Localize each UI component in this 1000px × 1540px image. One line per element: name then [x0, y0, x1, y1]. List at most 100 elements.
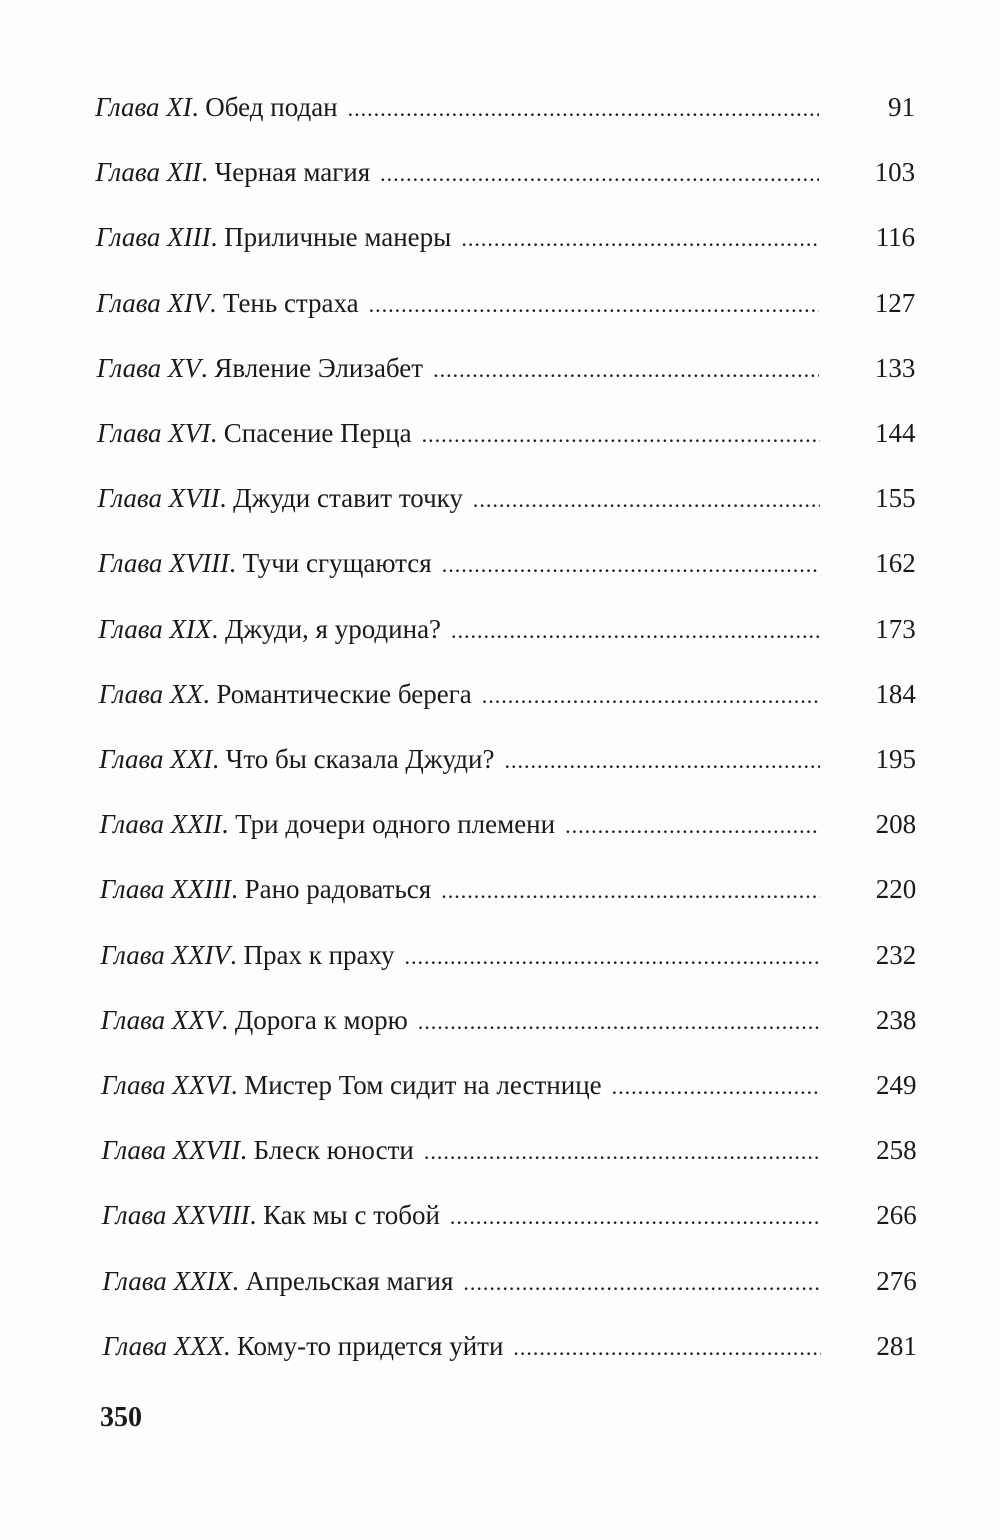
chapter-number: Глава XIII: [95, 222, 211, 253]
toc-entry: Глава XI. Обед подан 91: [95, 92, 915, 128]
entry-label: Глава XVI. Спасение Перца: [97, 418, 412, 448]
chapter-title: Прах к праху: [243, 939, 395, 970]
toc-entry: Глава XXVII. Блеск юности 258: [101, 1135, 916, 1171]
dot-leader: [461, 226, 819, 252]
chapter-page: 103: [874, 157, 916, 188]
dot-leader: [348, 96, 819, 122]
chapter-number: Глава XVI: [97, 418, 211, 448]
dot-leader: [504, 748, 820, 774]
dot-leader: [422, 422, 820, 448]
chapter-page: 184: [875, 678, 916, 709]
chapter-page: 249: [876, 1070, 917, 1100]
entry-label: Глава XXVI. Мистер Том сидит на лестнице: [101, 1070, 602, 1100]
chapter-title: Романтические берега: [216, 678, 472, 709]
chapter-title: Дорога к морю: [234, 1004, 408, 1035]
entry-label: Глава XXII. Три дочери одного племени: [99, 809, 556, 840]
entry-label: Глава XVII. Джуди ставит точку: [97, 483, 463, 514]
chapter-number: Глава XXVI: [101, 1070, 231, 1100]
entry-label: Глава XXVII. Блеск юности: [101, 1135, 414, 1166]
toc-entry: Глава XVII. Джуди ставит точку 155: [97, 483, 915, 519]
entry-label: Глава XI. Обед подан: [95, 92, 338, 122]
chapter-title: Джуди ставит точку: [233, 483, 463, 514]
toc-entry: Глава XIV. Тень страха 127: [96, 288, 915, 324]
chapter-page: 258: [876, 1135, 917, 1166]
chapter-number: Глава XXV: [100, 1004, 222, 1035]
chapter-title: Мистер Том сидит на лестнице: [244, 1070, 602, 1100]
chapter-title: Тучи сгущаются: [242, 548, 432, 579]
entry-label: Глава XXIII. Рано радоваться: [99, 874, 432, 905]
entry-label: Глава XX. Романтические берега: [98, 678, 472, 709]
chapter-page: 133: [874, 352, 916, 383]
chapter-page: 238: [875, 1004, 917, 1035]
dot-leader: [380, 161, 819, 187]
entry-label: Глава XV. Явление Элизабет: [96, 352, 424, 383]
chapter-number: Глава XV: [96, 352, 201, 383]
chapter-title: Как мы с тобой: [263, 1200, 440, 1231]
dot-leader: [612, 1074, 821, 1100]
chapter-number: Глава XII: [95, 157, 202, 188]
chapter-title: Тень страха: [222, 287, 359, 318]
toc-entry: Глава XXIV. Прах к праху 232: [100, 940, 916, 976]
dot-leader: [450, 1204, 821, 1230]
entry-label: Глава XXX. Кому-то придется уйти: [102, 1330, 504, 1361]
chapter-number: Глава XXI: [99, 744, 213, 774]
chapter-number: Глава XXX: [102, 1330, 224, 1361]
chapter-number: Глава XXII: [99, 809, 222, 840]
chapter-page: 276: [876, 1265, 917, 1296]
chapter-page: 266: [876, 1200, 917, 1231]
toc-entry: Глава XXVI. Мистер Том сидит на лестнице…: [101, 1070, 917, 1106]
dot-leader: [424, 1139, 821, 1165]
toc-entry: Глава XVIII. Тучи сгущаются 162: [98, 548, 916, 584]
chapter-title: Приличные манеры: [224, 222, 452, 253]
dot-leader: [513, 1335, 820, 1361]
chapter-page: 195: [875, 744, 917, 774]
chapter-page: 220: [875, 874, 917, 905]
chapter-page: 127: [874, 287, 916, 318]
dot-leader: [473, 487, 820, 513]
chapter-number: Глава XI: [95, 92, 192, 122]
dot-leader: [565, 813, 820, 839]
chapter-number: Глава XXVII: [101, 1135, 241, 1166]
chapter-title: Кому-то придется уйти: [236, 1330, 504, 1361]
entry-label: Глава XII. Черная магия: [95, 157, 371, 188]
chapter-number: Глава XXIII: [99, 874, 232, 905]
toc-entry: Глава XV. Явление Элизабет 133: [97, 353, 916, 389]
entry-label: Глава XIII. Приличные манеры: [95, 222, 452, 253]
chapter-title: Черная магия: [214, 157, 371, 188]
dot-leader: [482, 683, 820, 709]
chapter-number: Глава XIV: [96, 287, 210, 318]
entry-label: Глава XXI. Что бы сказала Джуди?: [99, 744, 495, 774]
chapter-title: Рано радоваться: [244, 874, 432, 905]
chapter-number: Глава XXIV: [100, 939, 230, 970]
chapter-number: Глава XVIII: [97, 548, 230, 579]
toc-entry: Глава XXI. Что бы сказала Джуди? 195: [99, 744, 916, 780]
toc-entry: Глава XII. Черная магия 103: [95, 157, 915, 193]
chapter-page: 208: [875, 809, 917, 840]
chapter-title: Обед подан: [205, 92, 338, 122]
chapter-title: Спасение Перца: [223, 418, 412, 448]
toc-entry: Глава XIII. Приличные манеры 116: [96, 222, 915, 258]
dot-leader: [433, 357, 819, 383]
chapter-page: 116: [875, 222, 916, 253]
entry-label: Глава XXIX. Апрельская магия: [102, 1265, 454, 1296]
dot-leader: [441, 878, 820, 904]
chapter-title: Апрельская магия: [245, 1265, 454, 1296]
chapter-page: 162: [875, 548, 916, 579]
chapter-number: Глава XIX: [98, 613, 212, 644]
chapter-page: 232: [875, 939, 917, 970]
dot-leader: [451, 618, 820, 644]
chapter-page: 91: [888, 92, 915, 122]
page-number: 350: [100, 1402, 142, 1433]
entry-label: Глава XVIII. Тучи сгущаются: [97, 548, 432, 579]
chapter-page: 281: [876, 1330, 917, 1361]
entry-label: Глава XXIV. Прах к праху: [100, 939, 395, 970]
toc-entry: Глава XXV. Дорога к морю 238: [101, 1005, 917, 1041]
dot-leader: [404, 944, 820, 970]
entry-label: Глава XXV. Дорога к морю: [100, 1004, 408, 1035]
chapter-number: Глава XXIX: [102, 1265, 232, 1296]
toc-entry: Глава XXIII. Рано радоваться 220: [100, 874, 916, 910]
entry-label: Глава XIX. Джуди, я уродина?: [98, 613, 442, 644]
toc-entry: Глава XXVIII. Как мы с тобой 266: [102, 1200, 917, 1236]
toc-entry: Глава XX. Романтические берега 184: [99, 679, 916, 715]
dot-leader: [463, 1270, 820, 1296]
